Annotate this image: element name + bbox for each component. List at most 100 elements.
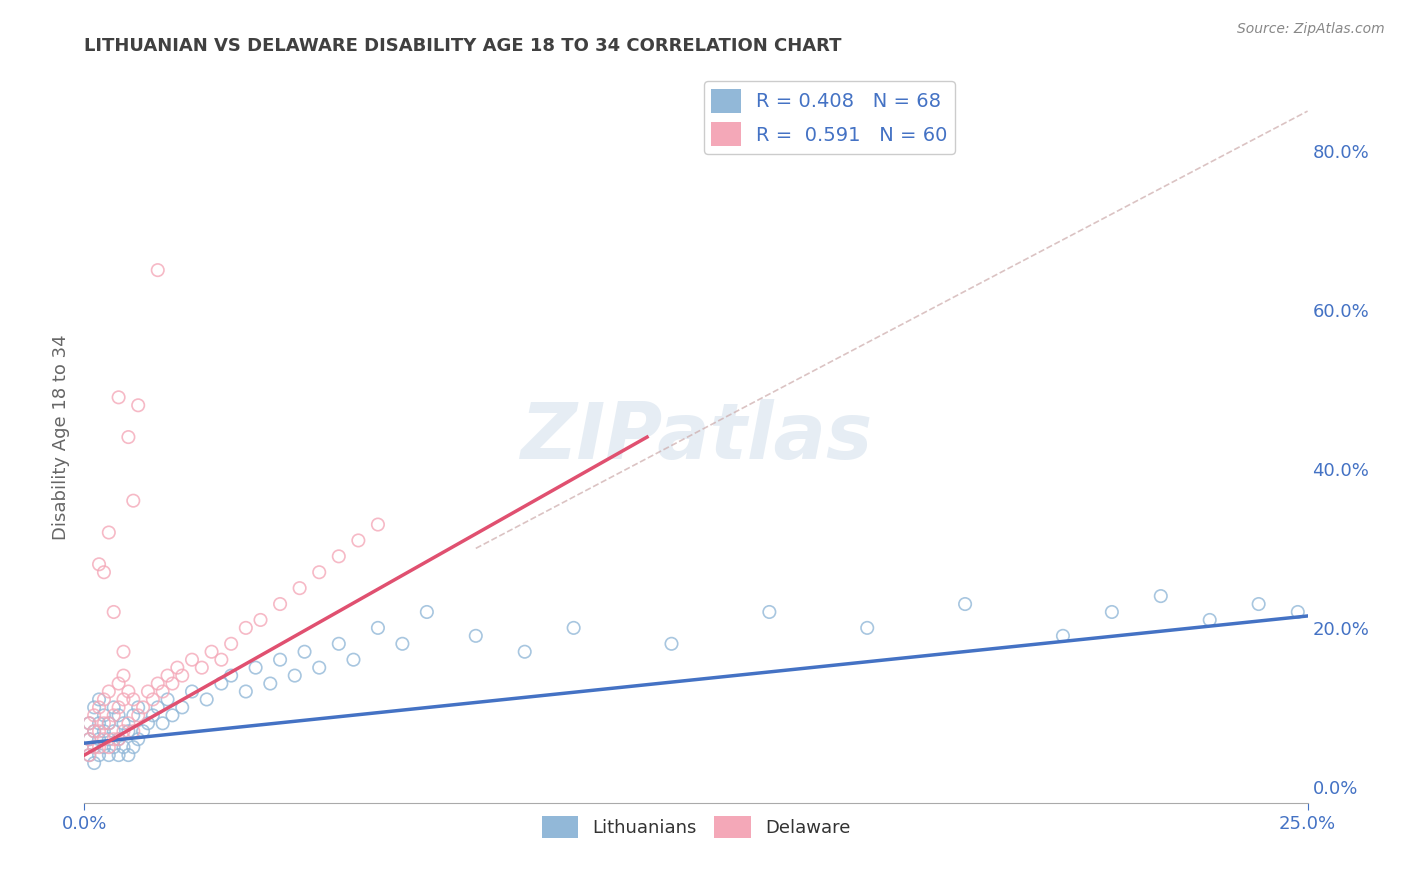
Point [308,566,330,580]
Point [103,732,125,747]
Point [294,645,316,659]
Point [93,740,115,755]
Point [97,740,120,755]
Point [259,676,281,690]
Text: Source: ZipAtlas.com: Source: ZipAtlas.com [1237,22,1385,37]
Point [127,732,149,747]
Point [103,740,125,755]
Point [97,716,120,731]
Point [269,653,291,667]
Point [83,724,105,739]
Point [112,692,135,706]
Point [195,692,218,706]
Point [93,716,115,731]
Point [77,748,100,763]
Point [367,517,389,532]
Point [122,692,145,706]
Point [122,493,145,508]
Point [288,581,311,595]
Point [87,692,110,706]
Point [416,605,439,619]
Point [112,645,135,659]
Point [87,732,110,747]
Point [1286,605,1309,619]
Point [347,533,370,548]
Point [97,716,120,731]
Point [97,748,120,763]
Point [97,732,120,747]
Point [219,668,242,682]
Point [107,676,129,690]
Point [107,390,129,404]
Point [162,708,184,723]
Point [93,724,115,739]
Point [132,724,155,739]
Point [245,660,267,674]
Point [1150,589,1173,603]
Point [107,748,129,763]
Point [103,700,125,714]
Point [87,724,110,739]
Point [269,597,291,611]
Point [249,613,271,627]
Point [146,676,169,690]
Point [136,716,159,731]
Point [83,724,105,739]
Point [127,700,149,714]
Point [856,621,879,635]
Point [83,700,105,714]
Point [117,748,139,763]
Point [209,653,232,667]
Point [87,700,110,714]
Point [661,637,683,651]
Point [191,660,214,674]
Point [77,732,100,747]
Point [122,708,145,723]
Point [107,732,129,747]
Point [87,716,110,731]
Point [117,430,139,444]
Point [107,732,129,747]
Point [284,668,307,682]
Point [391,637,413,651]
Point [1198,613,1220,627]
Point [77,716,100,731]
Point [93,692,115,706]
Point [156,692,179,706]
Point [146,263,169,277]
Point [156,668,179,682]
Point [93,708,115,723]
Point [77,732,100,747]
Point [166,660,188,674]
Point [162,676,184,690]
Point [112,716,135,731]
Point [112,668,135,682]
Point [127,708,149,723]
Point [953,597,976,611]
Point [107,700,129,714]
Point [142,692,165,706]
Point [562,621,585,635]
Point [181,684,204,698]
Point [127,398,149,412]
Point [87,558,110,572]
Point [77,716,100,731]
Point [117,716,139,731]
Point [172,700,194,714]
Point [181,653,204,667]
Point [342,653,364,667]
Point [219,637,242,651]
Point [103,724,125,739]
Point [172,668,194,682]
Point [117,684,139,698]
Point [209,676,232,690]
Point [117,724,139,739]
Point [235,684,257,698]
Point [87,748,110,763]
Point [200,645,222,659]
Legend: Lithuanians, Delaware: Lithuanians, Delaware [534,808,858,845]
Point [83,740,105,755]
Point [83,708,105,723]
Point [103,708,125,723]
Point [152,716,174,731]
